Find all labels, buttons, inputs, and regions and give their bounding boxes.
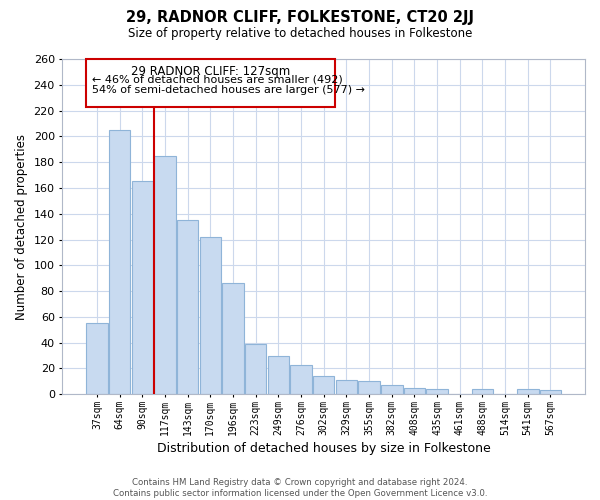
Text: 54% of semi-detached houses are larger (577) →: 54% of semi-detached houses are larger (… xyxy=(92,85,365,95)
Bar xyxy=(222,284,244,394)
Bar xyxy=(358,382,380,394)
Bar xyxy=(427,389,448,394)
Text: 29 RADNOR CLIFF: 127sqm: 29 RADNOR CLIFF: 127sqm xyxy=(131,66,290,78)
Bar xyxy=(540,390,561,394)
Bar xyxy=(86,324,108,394)
Bar xyxy=(177,220,199,394)
Text: 29, RADNOR CLIFF, FOLKESTONE, CT20 2JJ: 29, RADNOR CLIFF, FOLKESTONE, CT20 2JJ xyxy=(126,10,474,25)
Bar xyxy=(200,237,221,394)
Bar xyxy=(131,182,153,394)
X-axis label: Distribution of detached houses by size in Folkestone: Distribution of detached houses by size … xyxy=(157,442,491,455)
Bar xyxy=(335,380,357,394)
Bar xyxy=(268,356,289,394)
Bar xyxy=(517,389,539,394)
Bar xyxy=(313,376,334,394)
Y-axis label: Number of detached properties: Number of detached properties xyxy=(15,134,28,320)
Bar xyxy=(381,385,403,394)
Bar xyxy=(472,389,493,394)
Bar xyxy=(404,388,425,394)
Text: ← 46% of detached houses are smaller (492): ← 46% of detached houses are smaller (49… xyxy=(92,74,343,85)
Bar xyxy=(109,130,130,394)
Bar xyxy=(290,364,312,394)
Bar xyxy=(245,344,266,394)
Bar xyxy=(154,156,176,394)
Text: Size of property relative to detached houses in Folkestone: Size of property relative to detached ho… xyxy=(128,28,472,40)
Text: Contains HM Land Registry data © Crown copyright and database right 2024.
Contai: Contains HM Land Registry data © Crown c… xyxy=(113,478,487,498)
FancyBboxPatch shape xyxy=(86,59,335,106)
